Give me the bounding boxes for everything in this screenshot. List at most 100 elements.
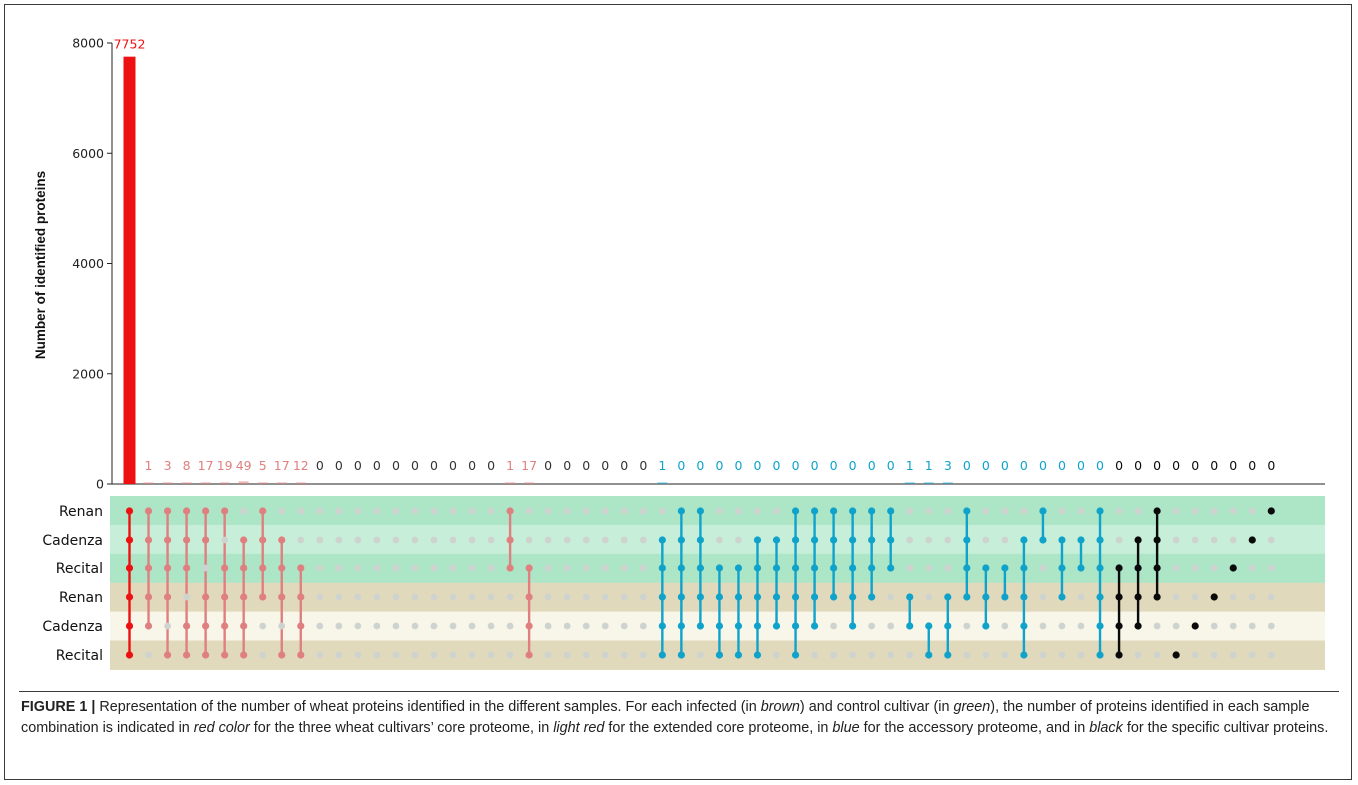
matrix-dot-inactive bbox=[1248, 622, 1256, 630]
value-label: 0 bbox=[1267, 458, 1275, 473]
bar bbox=[524, 482, 535, 484]
matrix-dot-active bbox=[1248, 536, 1256, 544]
matrix-dot-active bbox=[772, 593, 781, 601]
matrix-dot-inactive bbox=[906, 651, 914, 659]
matrix-dot-active bbox=[696, 507, 705, 515]
matrix-dot-inactive bbox=[183, 593, 190, 601]
matrix bbox=[125, 507, 1275, 659]
matrix-dot-inactive bbox=[601, 564, 609, 572]
matrix-dot-inactive bbox=[620, 536, 628, 544]
value-label: 0 bbox=[468, 458, 476, 473]
value-label: 7752 bbox=[114, 37, 146, 52]
matrix-dot-active bbox=[925, 651, 933, 659]
matrix-dot-inactive bbox=[430, 564, 438, 572]
matrix-dot-inactive bbox=[582, 564, 590, 572]
matrix-dot-active bbox=[830, 564, 838, 572]
matrix-dot-active bbox=[125, 564, 134, 572]
matrix-dot-inactive bbox=[1134, 651, 1142, 659]
matrix-dot-inactive bbox=[1267, 622, 1275, 630]
matrix-dot-inactive bbox=[278, 622, 286, 630]
matrix-dot-inactive bbox=[1229, 593, 1237, 601]
matrix-dot-inactive bbox=[449, 651, 457, 659]
matrix-dot-active bbox=[887, 507, 895, 515]
matrix-dot-active bbox=[1115, 622, 1123, 630]
value-label: 0 bbox=[316, 458, 324, 473]
matrix-dot-inactive bbox=[1210, 536, 1218, 544]
matrix-dot-inactive bbox=[944, 507, 952, 515]
matrix-dot-active bbox=[221, 507, 229, 515]
matrix-dot-active bbox=[658, 651, 666, 659]
matrix-dot-inactive bbox=[449, 536, 457, 544]
matrix-dot-active bbox=[982, 593, 990, 601]
bar bbox=[123, 56, 136, 485]
value-label: 0 bbox=[696, 458, 704, 473]
matrix-dot-active bbox=[221, 651, 229, 659]
matrix-dot-inactive bbox=[544, 564, 552, 572]
caption-part: light red bbox=[553, 719, 605, 736]
matrix-dot-active bbox=[1020, 622, 1028, 630]
matrix-dot-active bbox=[1210, 593, 1218, 601]
matrix-dot-active bbox=[297, 622, 305, 630]
matrix-dot-active bbox=[830, 536, 838, 544]
matrix-dot-active bbox=[1153, 593, 1161, 601]
matrix-dot-active bbox=[525, 564, 533, 572]
caption-part: blue bbox=[832, 719, 860, 736]
matrix-dot-active bbox=[944, 622, 952, 630]
matrix-dot-inactive bbox=[620, 622, 628, 630]
matrix-dot-active bbox=[163, 536, 172, 544]
matrix-dot-inactive bbox=[335, 622, 343, 630]
matrix-dot-inactive bbox=[373, 651, 381, 659]
matrix-dot-active bbox=[1096, 593, 1104, 601]
matrix-dot-active bbox=[696, 536, 705, 544]
matrix-dot-inactive bbox=[716, 507, 723, 515]
matrix-dot-active bbox=[830, 593, 838, 601]
value-label: 0 bbox=[963, 458, 971, 473]
value-label: 19 bbox=[217, 458, 233, 473]
bar bbox=[505, 482, 516, 484]
matrix-dot-active bbox=[1096, 564, 1104, 572]
matrix-dot-inactive bbox=[335, 593, 343, 601]
matrix-dot-active bbox=[202, 507, 210, 515]
value-label: 0 bbox=[1039, 458, 1047, 473]
value-label: 0 bbox=[1096, 458, 1104, 473]
matrix-dot-inactive bbox=[582, 593, 590, 601]
value-label: 0 bbox=[1001, 458, 1009, 473]
matrix-dot-active bbox=[202, 622, 210, 630]
matrix-dot-inactive bbox=[487, 536, 495, 544]
matrix-dot-inactive bbox=[963, 651, 971, 659]
matrix-dot-inactive bbox=[316, 593, 324, 601]
matrix-dot-inactive bbox=[1153, 651, 1161, 659]
matrix-dot-inactive bbox=[963, 622, 971, 630]
matrix-dot-active bbox=[525, 593, 533, 601]
matrix-dot-inactive bbox=[639, 593, 647, 601]
matrix-dot-active bbox=[963, 593, 971, 601]
matrix-dot-active bbox=[259, 593, 267, 601]
caption-part: Representation of the number of wheat pr… bbox=[95, 699, 761, 715]
matrix-dot-active bbox=[715, 651, 724, 659]
matrix-dot-inactive bbox=[1229, 622, 1237, 630]
matrix-dot-inactive bbox=[925, 564, 933, 572]
matrix-dot-inactive bbox=[582, 536, 590, 544]
matrix-dot-inactive bbox=[1191, 651, 1199, 659]
value-label: 1 bbox=[658, 458, 666, 473]
matrix-dot-inactive bbox=[1248, 593, 1256, 601]
matrix-dot-active bbox=[163, 651, 172, 659]
value-label: 0 bbox=[811, 458, 819, 473]
matrix-dot-inactive bbox=[430, 536, 438, 544]
matrix-dot-inactive bbox=[639, 536, 647, 544]
value-label: 0 bbox=[563, 458, 571, 473]
matrix-dot-inactive bbox=[449, 622, 457, 630]
bar bbox=[219, 482, 230, 484]
matrix-dot-inactive bbox=[906, 536, 914, 544]
matrix-dot-inactive bbox=[773, 507, 780, 515]
caption-part: ), the number of proteins identified in … bbox=[21, 699, 1310, 736]
matrix-dot-inactive bbox=[354, 507, 362, 515]
matrix-dot-active bbox=[772, 564, 781, 572]
matrix-dot-active bbox=[677, 507, 685, 515]
value-label: 17 bbox=[521, 458, 537, 473]
matrix-dot-inactive bbox=[563, 564, 571, 572]
matrix-dot-inactive bbox=[1210, 507, 1218, 515]
bar bbox=[295, 482, 306, 484]
matrix-dot-inactive bbox=[1267, 651, 1275, 659]
